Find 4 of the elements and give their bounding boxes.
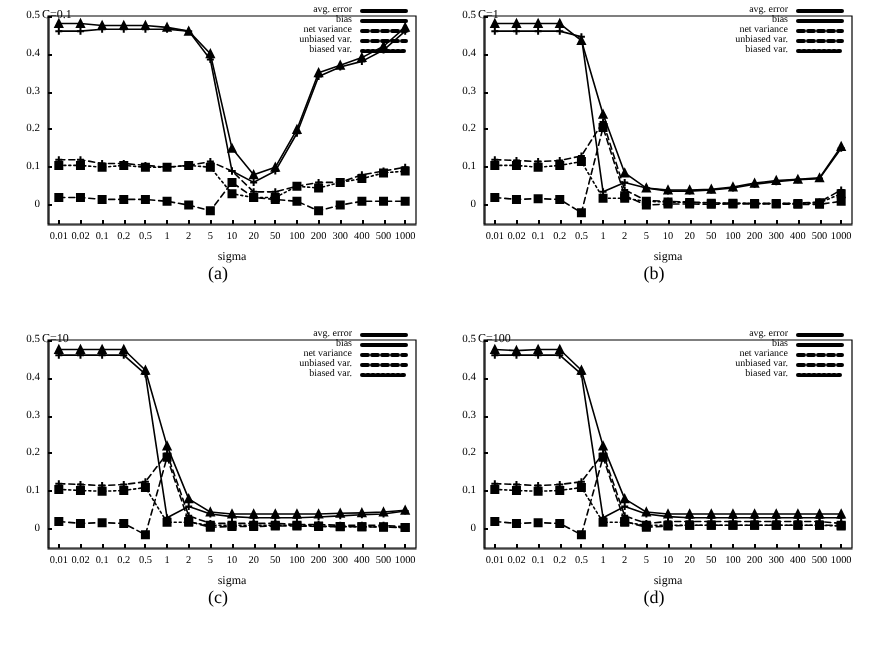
text: (b) bbox=[643, 263, 665, 283]
text: (d) bbox=[643, 587, 665, 607]
text: (a) bbox=[208, 263, 229, 283]
text: (c) bbox=[208, 587, 229, 607]
